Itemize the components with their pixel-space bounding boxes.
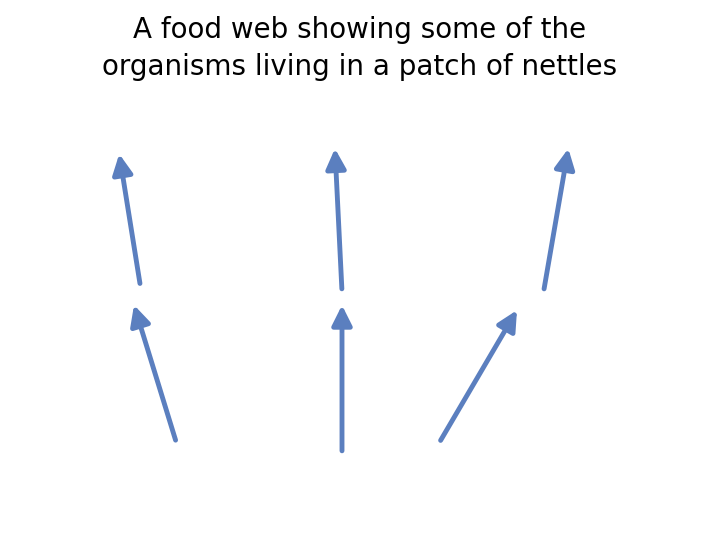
Text: A food web showing some of the
organisms living in a patch of nettles: A food web showing some of the organisms… — [102, 16, 618, 81]
